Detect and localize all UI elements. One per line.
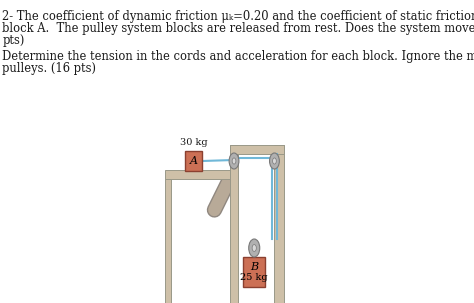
Circle shape <box>249 239 260 257</box>
Text: B: B <box>250 262 258 272</box>
Text: pts): pts) <box>2 34 25 47</box>
Text: 30 kg: 30 kg <box>180 138 208 147</box>
Bar <box>185 151 202 171</box>
Bar <box>230 145 237 303</box>
Text: 25 kg: 25 kg <box>240 274 268 282</box>
Circle shape <box>270 153 279 169</box>
Bar <box>230 145 283 154</box>
Bar <box>165 170 233 179</box>
Circle shape <box>232 158 236 164</box>
Text: Determine the tension in the cords and acceleration for each block. Ignore the m: Determine the tension in the cords and a… <box>2 50 474 63</box>
Bar <box>243 257 265 287</box>
Circle shape <box>252 245 256 251</box>
Text: pulleys. (16 pts): pulleys. (16 pts) <box>2 62 96 75</box>
Bar <box>274 145 283 303</box>
Text: 2- The coefficient of dynamic friction μₖ=0.20 and the coefficient of static fri: 2- The coefficient of dynamic friction μ… <box>2 10 474 23</box>
Text: block A.  The pulley system blocks are released from rest. Does the system move?: block A. The pulley system blocks are re… <box>2 22 474 35</box>
Circle shape <box>229 153 239 169</box>
Text: A: A <box>190 156 198 166</box>
Bar <box>165 179 171 303</box>
Circle shape <box>273 158 276 164</box>
